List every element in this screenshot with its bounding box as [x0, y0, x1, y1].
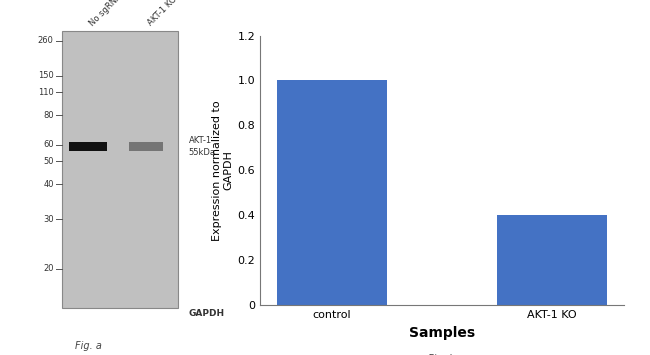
Text: 60: 60	[43, 140, 54, 149]
Text: Fig. b: Fig. b	[428, 354, 456, 355]
Text: 110: 110	[38, 88, 54, 97]
Text: GAPDH: GAPDH	[189, 309, 225, 318]
Text: 30: 30	[43, 215, 54, 224]
Bar	[276, 81, 387, 305]
Text: 50: 50	[43, 157, 54, 166]
Text: 20: 20	[43, 264, 54, 273]
Text: No sgRNA: No sgRNA	[88, 0, 124, 28]
Text: 40: 40	[43, 180, 54, 189]
Bar	[69, 142, 107, 151]
Bar	[497, 215, 608, 305]
Text: 260: 260	[38, 36, 54, 45]
Bar	[62, 31, 178, 308]
Y-axis label: Expression normalized to
GAPDH: Expression normalized to GAPDH	[212, 100, 233, 241]
Text: 80: 80	[43, 111, 54, 120]
Text: AKT-1 KO: AKT-1 KO	[146, 0, 179, 28]
Bar	[129, 142, 163, 151]
X-axis label: Samples: Samples	[409, 326, 475, 340]
Text: Fig. a: Fig. a	[75, 341, 101, 351]
Text: AKT-1
55kDa: AKT-1 55kDa	[189, 136, 216, 157]
Text: 150: 150	[38, 71, 54, 80]
